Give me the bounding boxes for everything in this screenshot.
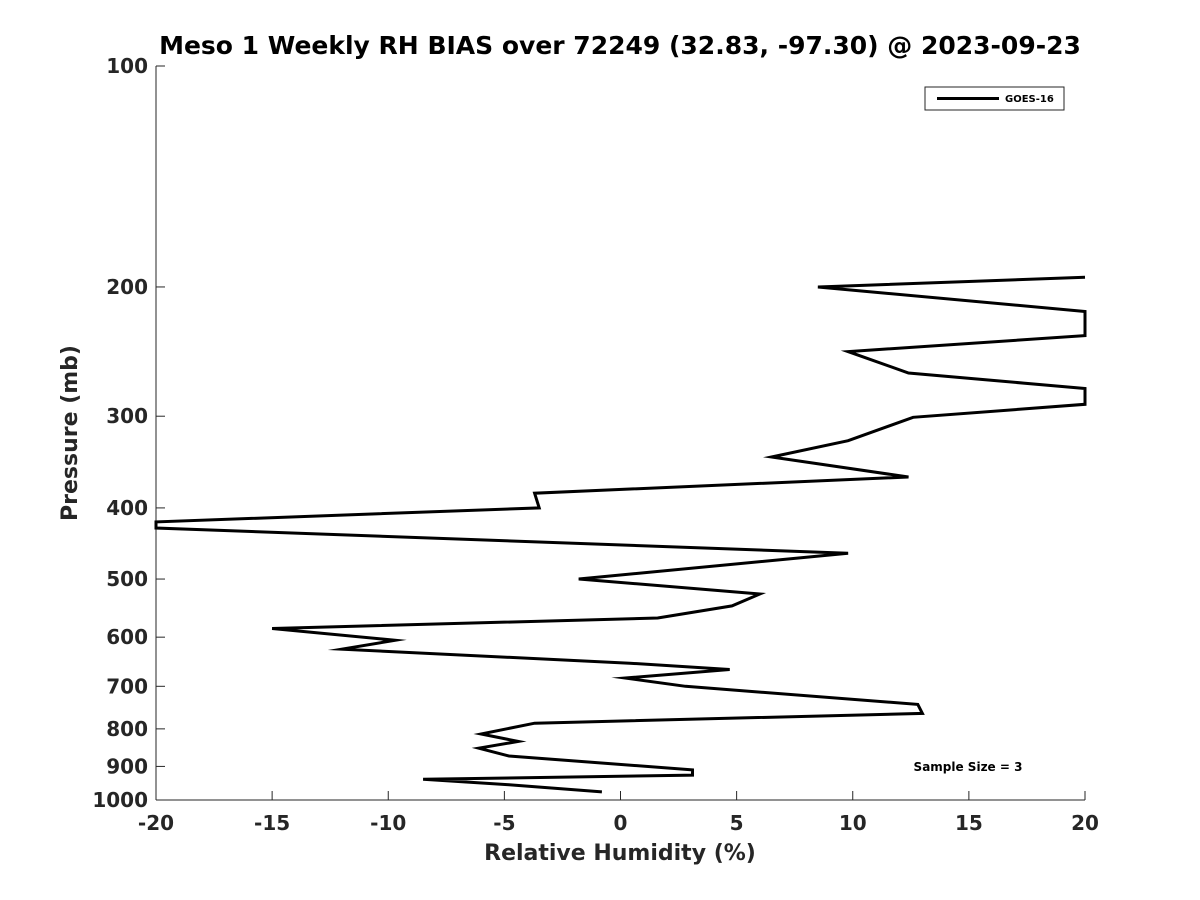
x-tick-label: 0 bbox=[614, 811, 628, 835]
y-tick-label: 1000 bbox=[92, 788, 148, 812]
y-tick-label: 300 bbox=[106, 404, 148, 428]
y-axis-label: Pressure (mb) bbox=[58, 345, 83, 521]
y-tick-label: 900 bbox=[106, 754, 148, 778]
chart-title: Meso 1 Weekly RH BIAS over 72249 (32.83,… bbox=[159, 31, 1081, 60]
y-tick-label: 400 bbox=[106, 496, 148, 520]
y-tick-label: 700 bbox=[106, 674, 148, 698]
legend: GOES-16 bbox=[924, 86, 1065, 111]
y-tick-label: 100 bbox=[106, 54, 148, 78]
x-ticks: -20 -15 -10 -5 0 5 10 15 20 bbox=[138, 791, 1099, 835]
x-tick-label: 10 bbox=[839, 811, 867, 835]
sample-size-annotation: Sample Size = 3 bbox=[914, 760, 1023, 774]
x-tick-label: 5 bbox=[730, 811, 744, 835]
legend-entry-goes16: GOES-16 bbox=[1005, 94, 1054, 105]
x-tick-label: -15 bbox=[254, 811, 290, 835]
x-tick-label: -20 bbox=[138, 811, 174, 835]
x-tick-label: 20 bbox=[1071, 811, 1099, 835]
y-tick-label: 800 bbox=[106, 717, 148, 741]
x-tick-label: 15 bbox=[955, 811, 983, 835]
y-tick-label: 200 bbox=[106, 275, 148, 299]
series-line-goes16 bbox=[154, 275, 1087, 794]
series-layer bbox=[154, 275, 1087, 794]
y-tick-label: 600 bbox=[106, 625, 148, 649]
y-ticks: 100 200 300 400 500 600 700 800 900 1000 bbox=[92, 54, 165, 812]
x-tick-label: -10 bbox=[370, 811, 406, 835]
x-axis-label: Relative Humidity (%) bbox=[484, 841, 756, 866]
y-tick-label: 500 bbox=[106, 567, 148, 591]
x-tick-label: -5 bbox=[493, 811, 515, 835]
